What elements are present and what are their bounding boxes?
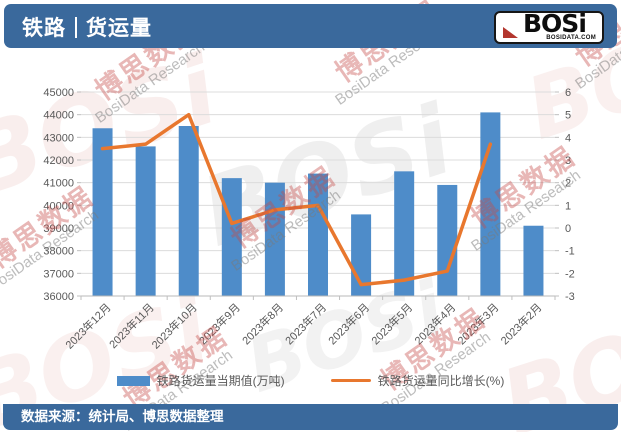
right-axis-label: 6 xyxy=(565,87,571,99)
left-axis-label: 45000 xyxy=(43,87,74,99)
right-axis-label: -2 xyxy=(565,268,575,280)
bar-2023年11月 xyxy=(135,146,156,296)
x-axis-label: 2023年7月 xyxy=(282,300,329,347)
left-axis-label: 44000 xyxy=(43,110,74,122)
line-swatch-icon xyxy=(330,379,371,382)
right-axis-label: -3 xyxy=(565,291,575,303)
page-title: 铁路 货运量 xyxy=(22,12,152,42)
left-axis-label: 38000 xyxy=(43,246,74,258)
logo-domain: BOSIDATA.COM xyxy=(546,35,596,41)
x-axis-label: 2023年8月 xyxy=(239,300,286,347)
legend-label-bar: 铁路货运量当期值(万吨) xyxy=(156,374,285,388)
title-divider xyxy=(75,17,77,38)
bar-2023年9月 xyxy=(221,178,242,296)
right-axis-label: 5 xyxy=(565,110,571,122)
left-axis-label: 36000 xyxy=(43,291,74,303)
data-source-text: 数据来源：统计局、博思数据整理 xyxy=(21,409,224,424)
left-axis-label: 43000 xyxy=(43,132,74,144)
growth-line xyxy=(100,112,493,287)
logo-wordmark: BOSi xyxy=(523,9,587,38)
x-axis-label: 2023年2月 xyxy=(497,300,544,347)
left-axis-label: 40000 xyxy=(43,200,74,212)
footer: 数据来源：统计局、博思数据整理 xyxy=(3,404,618,430)
x-axis-label: 2023年12月 xyxy=(62,300,113,351)
legend-label-line: 铁路货运量同比增长(%) xyxy=(377,374,505,388)
right-axis-label: 1 xyxy=(565,200,571,212)
header: 铁路 货运量 BOSi BOSIDATA.COM xyxy=(4,4,617,48)
legend: 铁路货运量当期值(万吨) 铁路货运量同比增长(%) xyxy=(0,372,621,389)
bar-2023年3月 xyxy=(480,112,501,297)
right-axis-label: 3 xyxy=(565,155,571,167)
x-axis-label: 2023年4月 xyxy=(411,300,458,347)
bar-2023年8月 xyxy=(264,182,285,296)
x-axis-label: 2023年10月 xyxy=(148,300,199,351)
right-axis-label: 2 xyxy=(565,178,571,190)
legend-item-bar: 铁路货运量当期值(万吨) xyxy=(116,372,285,389)
x-axis-label: 2023年6月 xyxy=(325,300,372,347)
logo-triangle-icon xyxy=(503,27,518,38)
right-axis-label: 0 xyxy=(565,223,571,235)
x-axis-label: 2023年9月 xyxy=(196,300,243,347)
left-axis-label: 37000 xyxy=(43,268,74,280)
legend-item-line: 铁路货运量同比增长(%) xyxy=(330,372,505,389)
bar-2023年10月 xyxy=(178,126,199,296)
title-metric: 货运量 xyxy=(86,17,152,40)
right-axis-label: -1 xyxy=(565,246,575,258)
x-axis-label: 2023年5月 xyxy=(368,300,415,347)
bar-2023年7月 xyxy=(308,173,328,296)
left-axis-label: 42000 xyxy=(43,155,74,167)
bar-2023年12月 xyxy=(92,128,113,296)
x-axis-label: 2023年3月 xyxy=(454,300,501,347)
bar-2023年4月 xyxy=(437,184,458,296)
left-axis-label: 41000 xyxy=(43,178,74,190)
right-axis-label: 4 xyxy=(565,132,571,144)
bosidata-logo: BOSi BOSIDATA.COM xyxy=(494,9,604,44)
title-category: 铁路 xyxy=(22,17,66,40)
bar-2023年5月 xyxy=(394,171,415,296)
bar-swatch-icon xyxy=(116,375,150,386)
bar-2023年2月 xyxy=(523,225,544,296)
left-axis-label: 39000 xyxy=(43,223,74,235)
